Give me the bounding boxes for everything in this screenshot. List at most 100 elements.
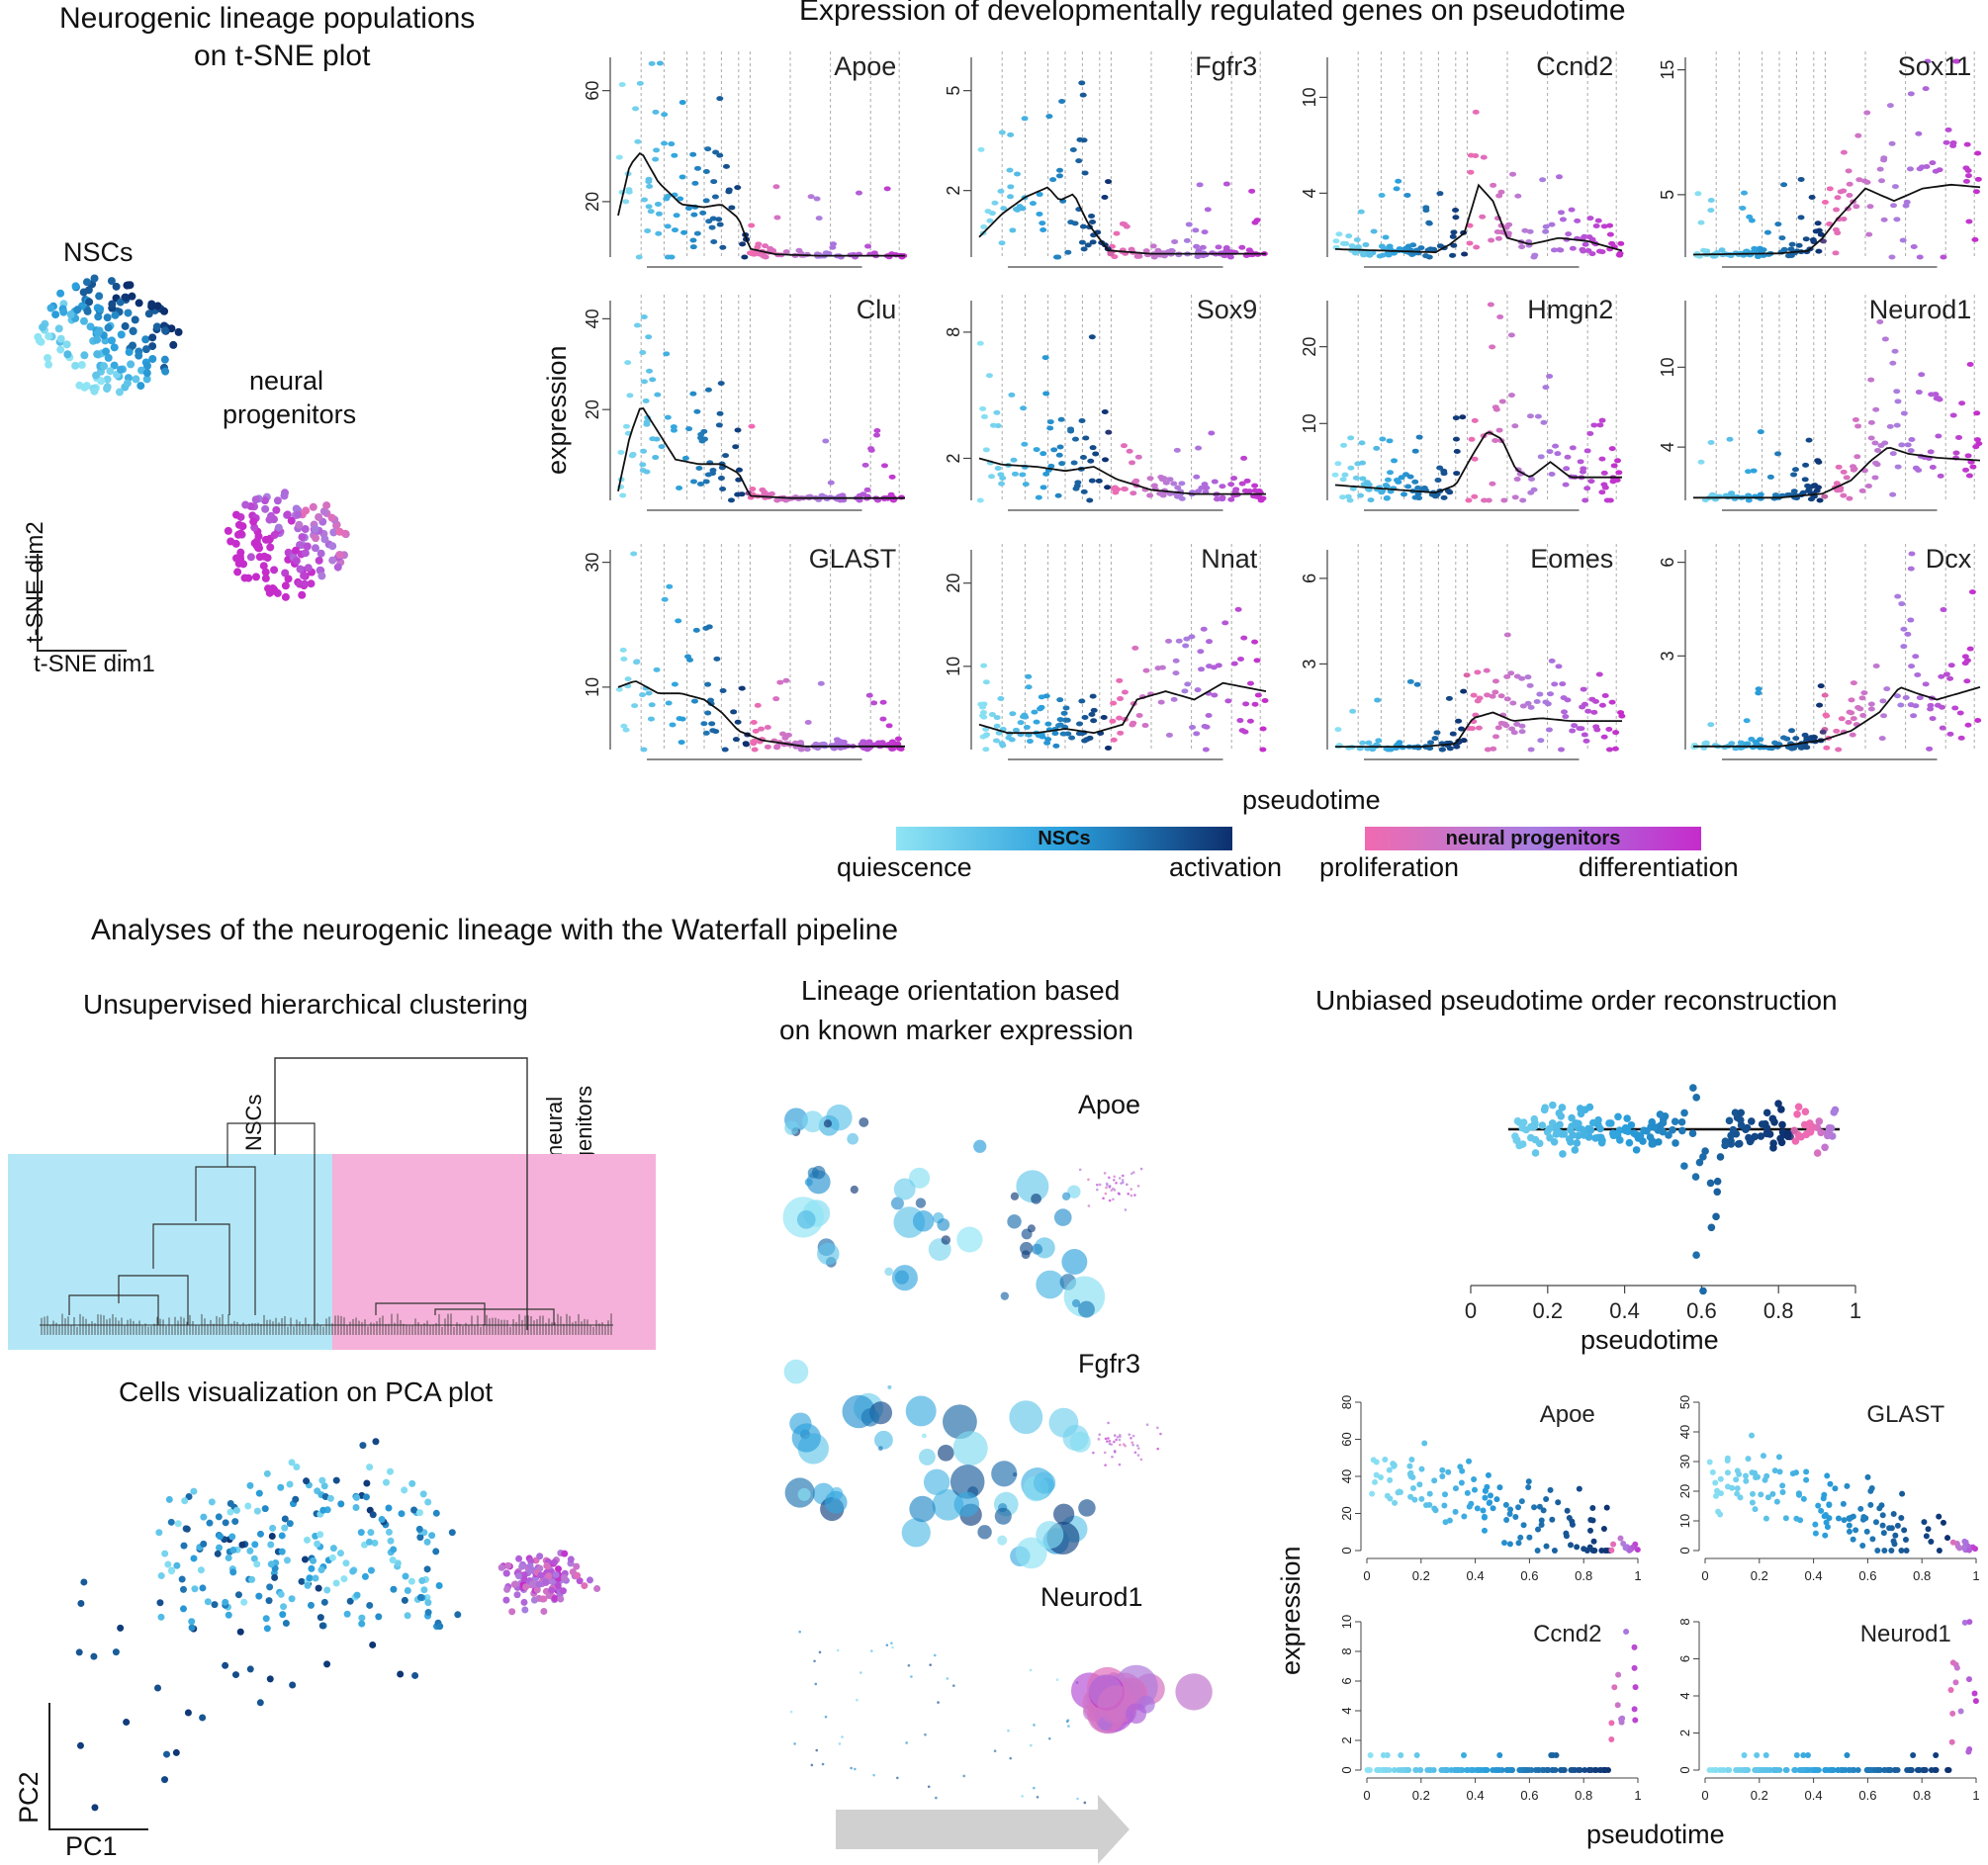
expr-point bbox=[1075, 158, 1083, 164]
expr-point bbox=[717, 476, 725, 482]
small-ytick-label: 40 bbox=[1677, 1425, 1692, 1439]
expr-point bbox=[1383, 495, 1391, 501]
small-point bbox=[1481, 1513, 1488, 1520]
small-point bbox=[1531, 1504, 1538, 1511]
pca-np-point bbox=[521, 1606, 529, 1614]
expr-point bbox=[1379, 436, 1387, 442]
pseudotime-point bbox=[1721, 1141, 1729, 1150]
pseudotime-point bbox=[1813, 1149, 1822, 1157]
expr-point bbox=[1200, 626, 1208, 632]
small-point bbox=[1734, 1490, 1741, 1497]
expr-point bbox=[636, 80, 644, 86]
pseudotime-point bbox=[1763, 1127, 1771, 1136]
expr-point bbox=[1453, 744, 1461, 750]
pca-nsc-point bbox=[404, 1586, 411, 1594]
expr-point bbox=[1467, 169, 1475, 175]
expr-point bbox=[1550, 247, 1558, 253]
expr-point bbox=[630, 551, 638, 557]
expr-point bbox=[1166, 477, 1174, 483]
orientation-bubble-fgfr3 bbox=[860, 1408, 880, 1427]
small-point bbox=[1418, 1465, 1425, 1472]
expr-point bbox=[1054, 254, 1062, 260]
orientation-bubble-neurod1 bbox=[1047, 1736, 1051, 1740]
orientation-bubble-neurod1 bbox=[1029, 1668, 1033, 1672]
small-ytick-label: 4 bbox=[1339, 1707, 1354, 1714]
pca-nsc-point bbox=[358, 1620, 366, 1628]
expr-point bbox=[1398, 475, 1405, 481]
expr-point bbox=[1889, 491, 1897, 497]
orientation-bubble-fgfr3 bbox=[1128, 1433, 1131, 1436]
expr-point bbox=[1974, 150, 1982, 156]
pseudotime-point bbox=[1648, 1140, 1657, 1148]
small-point bbox=[1392, 1499, 1399, 1506]
expr-point bbox=[1774, 222, 1782, 227]
expr-point bbox=[1092, 451, 1100, 457]
expr-point bbox=[1253, 218, 1261, 223]
orientation-bubble-apoe bbox=[1113, 1189, 1117, 1192]
pseudotime-point bbox=[1627, 1120, 1636, 1129]
small-panel-glast: GLAST bbox=[1693, 1401, 1979, 1563]
small-point bbox=[1408, 1457, 1415, 1464]
pca-nsc-point bbox=[401, 1486, 408, 1494]
expr-point bbox=[1503, 632, 1511, 638]
expr-point bbox=[1853, 454, 1861, 460]
expr-point bbox=[717, 381, 725, 387]
expr-point bbox=[1594, 218, 1602, 223]
expr-point bbox=[1170, 481, 1178, 487]
small-point bbox=[1752, 1506, 1759, 1513]
pca-nsc-point bbox=[155, 1529, 163, 1537]
orientation-bubble-neurod1 bbox=[890, 1642, 893, 1645]
expr-point bbox=[1348, 243, 1356, 249]
tsne-np-point bbox=[281, 592, 290, 601]
expr-point bbox=[1110, 700, 1118, 706]
pca-nsc-point bbox=[420, 1586, 428, 1594]
small-point bbox=[1733, 1476, 1740, 1483]
pca-nsc-point bbox=[200, 1540, 208, 1548]
expr-point bbox=[1750, 468, 1758, 474]
pca-np-point bbox=[535, 1580, 543, 1588]
expr-point bbox=[1132, 478, 1140, 484]
small-point bbox=[1925, 1526, 1932, 1533]
expr-point bbox=[1037, 706, 1044, 712]
expr-point bbox=[685, 426, 693, 432]
expr-point bbox=[678, 100, 686, 106]
pca-np-point bbox=[552, 1571, 560, 1579]
expr-point bbox=[1739, 205, 1747, 211]
expr-point bbox=[1613, 458, 1621, 464]
expr-point bbox=[1230, 661, 1238, 666]
pca-nsc-point bbox=[208, 1498, 216, 1506]
pca-title: Cells visualization on PCA plot bbox=[119, 1377, 494, 1407]
expr-point bbox=[1571, 723, 1579, 729]
expr-point bbox=[1056, 444, 1064, 450]
expr-point bbox=[1753, 741, 1761, 747]
expr-point bbox=[1160, 253, 1168, 259]
tsne-nsc-point bbox=[86, 322, 95, 331]
orientation-bubble-neurod1 bbox=[1021, 1795, 1024, 1798]
expr-point bbox=[1251, 488, 1259, 493]
small-point bbox=[1421, 1440, 1428, 1447]
expr-point bbox=[1449, 731, 1457, 737]
expr-point bbox=[1395, 178, 1402, 184]
small-point bbox=[1949, 1710, 1956, 1717]
pseudotime-point bbox=[1568, 1113, 1576, 1122]
small-point bbox=[1812, 1521, 1819, 1528]
expr-point bbox=[1373, 445, 1381, 451]
pca-np-point bbox=[513, 1591, 521, 1599]
expr-point bbox=[1198, 485, 1206, 490]
expr-ytick-label: 20 bbox=[583, 192, 602, 212]
pseudotime-point bbox=[1707, 1223, 1716, 1232]
expr-point bbox=[1194, 687, 1202, 693]
expr-point bbox=[1414, 490, 1422, 496]
expr-point bbox=[1878, 178, 1886, 184]
expr-point bbox=[1411, 479, 1419, 485]
small-point bbox=[1844, 1482, 1851, 1489]
orientation-bubble-neurod1 bbox=[905, 1741, 908, 1744]
expr-point bbox=[1386, 438, 1394, 444]
pca-nsc-point bbox=[323, 1660, 331, 1668]
orientation-bubble-fgfr3 bbox=[1069, 1431, 1091, 1453]
expr-point bbox=[1568, 207, 1576, 213]
tsne-np-point bbox=[261, 568, 270, 577]
expr-point bbox=[1527, 489, 1535, 495]
small-gene-label: Neurod1 bbox=[1860, 1621, 1951, 1647]
expr-point bbox=[1165, 638, 1173, 644]
